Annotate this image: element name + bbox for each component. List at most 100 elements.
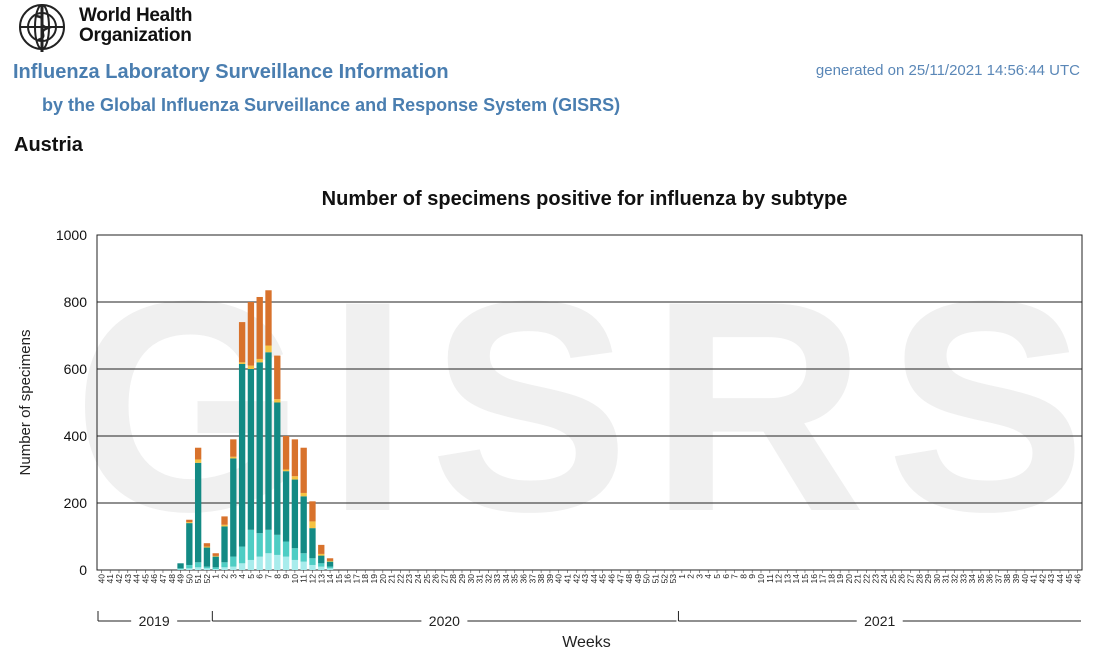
x-tick-label: 27 [439, 574, 449, 584]
x-tick-label: 42 [114, 574, 124, 584]
bar-segment [326, 561, 334, 567]
x-tick-label: 47 [615, 574, 625, 584]
bar-segment [274, 554, 281, 570]
x-tick-label: 20 [378, 574, 388, 584]
x-tick-label: 37 [527, 574, 537, 584]
x-tick-label: 30 [466, 574, 476, 584]
country-name: Austria [14, 134, 83, 156]
y-tick-label: 600 [64, 361, 88, 377]
x-tick-label: 46 [606, 574, 616, 584]
bar-segment [247, 302, 255, 366]
bar-segment [256, 362, 263, 534]
x-tick-label: 24 [879, 574, 889, 584]
bar-segment [318, 544, 325, 554]
x-tick-label: 42 [571, 574, 581, 584]
bar-segment [203, 566, 211, 569]
bar-segment [318, 553, 325, 556]
bar-segment [221, 562, 228, 568]
x-tick-label: 12 [774, 574, 784, 584]
x-tick-label: 12 [307, 574, 317, 584]
bar-segment [256, 556, 263, 570]
bar-segment [265, 345, 272, 353]
x-tick-label: 40 [96, 574, 106, 584]
org-name-line2: Organization [79, 25, 192, 46]
x-tick-label: 20 [844, 574, 854, 584]
bar-segment [247, 369, 255, 530]
bar-segment [221, 516, 228, 525]
bar-segment [300, 492, 307, 497]
bar-segment [256, 296, 263, 359]
x-tick-label: 26 [897, 574, 907, 584]
bar-segment [230, 458, 237, 557]
x-tick-label: 38 [1002, 574, 1012, 584]
x-tick-label: 40 [554, 574, 564, 584]
bar-segment [186, 519, 193, 523]
x-tick-label: 28 [914, 574, 924, 584]
x-tick-label: 47 [158, 574, 168, 584]
x-tick-label: 34 [967, 574, 977, 584]
x-tick-label: 13 [782, 574, 792, 584]
x-tick-label: 22 [395, 574, 405, 584]
x-tick-label: 41 [563, 574, 573, 584]
org-name-line1: World Health [79, 5, 193, 26]
x-tick-label: 6 [255, 574, 265, 579]
bar-segment [274, 399, 281, 403]
bar-segment [194, 567, 202, 570]
bar-segment [300, 553, 307, 562]
x-tick-label: 50 [184, 574, 194, 584]
bar-segment [212, 556, 219, 568]
x-tick-label: 10 [756, 574, 766, 584]
x-tick-label: 32 [949, 574, 959, 584]
x-tick-label: 3 [228, 574, 238, 579]
bar-segment [203, 546, 211, 548]
x-tick-label: 21 [853, 574, 863, 584]
x-tick-label: 52 [202, 574, 212, 584]
x-tick-label: 35 [976, 574, 986, 584]
x-tick-label: 7 [263, 574, 273, 579]
bar-segment [230, 456, 237, 459]
bar-segment [230, 439, 237, 457]
bar-segment [318, 563, 325, 567]
x-tick-label: 13 [316, 574, 326, 584]
bar-segment [230, 566, 237, 570]
who-emblem-icon [19, 4, 65, 52]
x-tick-label: 11 [299, 574, 309, 583]
bar-segment [177, 568, 184, 570]
plot-border [96, 234, 1083, 571]
bar-segment [247, 365, 255, 369]
x-tick-label: 19 [835, 574, 845, 584]
x-tick-label: 53 [668, 574, 678, 584]
bar-segment [265, 290, 272, 346]
x-tick-label: 36 [985, 574, 995, 584]
bar-segment [194, 459, 202, 463]
page-title: Influenza Laboratory Surveillance Inform… [13, 61, 449, 83]
bar-segment [203, 543, 211, 547]
bar-segment [282, 541, 290, 557]
bar-segment [238, 563, 246, 570]
x-tick-label: 32 [483, 574, 493, 584]
x-tick-label: 43 [123, 574, 133, 584]
bar-segment [177, 569, 184, 570]
x-tick-label: 41 [105, 574, 115, 584]
x-tick-label: 33 [958, 574, 968, 584]
x-tick-label: 8 [272, 574, 282, 579]
x-tick-label: 45 [140, 574, 150, 584]
bar-segment [238, 362, 246, 364]
bar-segment [212, 555, 219, 557]
bar-segment [300, 447, 307, 493]
x-tick-label: 42 [1037, 574, 1047, 584]
who-logo [19, 4, 65, 52]
bar-segment [318, 566, 325, 570]
x-tick-label: 14 [325, 574, 335, 584]
x-tick-label: 37 [993, 574, 1003, 584]
bar-segment [212, 567, 219, 569]
bar-segment [282, 469, 290, 472]
bar-segment [186, 568, 193, 570]
x-tick-label: 45 [598, 574, 608, 584]
x-tick-label: 40 [1020, 574, 1030, 584]
year-label: 2019 [139, 613, 170, 629]
x-tick-label: 17 [351, 574, 361, 584]
x-tick-label: 22 [862, 574, 872, 584]
x-tick-label: 3 [694, 574, 704, 579]
